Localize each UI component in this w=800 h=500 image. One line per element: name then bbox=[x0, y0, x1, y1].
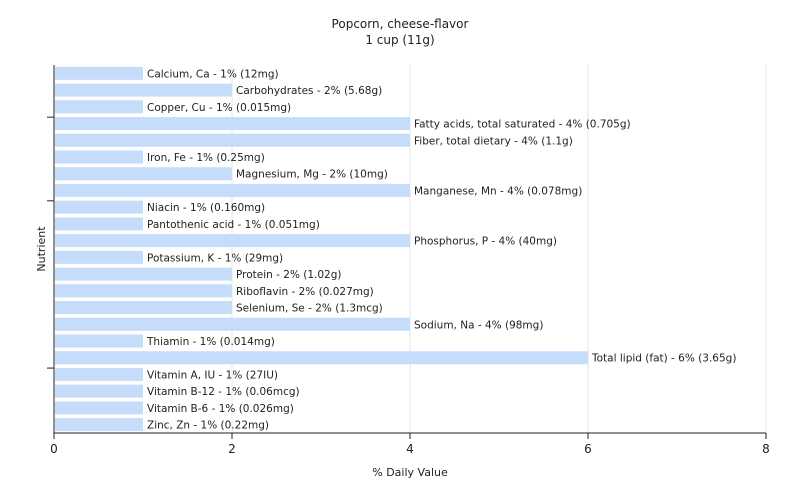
bar-label: Selenium, Se - 2% (1.3mcg) bbox=[236, 303, 383, 315]
x-tick-label: 6 bbox=[584, 442, 592, 456]
bar bbox=[55, 100, 143, 114]
bar-label: Zinc, Zn - 1% (0.22mg) bbox=[147, 420, 269, 432]
bar-label: Protein - 2% (1.02g) bbox=[236, 269, 342, 281]
bar bbox=[55, 267, 232, 281]
bar-label: Fatty acids, total saturated - 4% (0.705… bbox=[414, 119, 631, 131]
bar bbox=[55, 384, 143, 398]
bar bbox=[55, 133, 410, 147]
bar-label: Iron, Fe - 1% (0.25mg) bbox=[147, 152, 265, 164]
bar bbox=[55, 367, 143, 381]
bar bbox=[55, 250, 143, 264]
bar-label: Thiamin - 1% (0.014mg) bbox=[146, 336, 275, 348]
bar-label: Carbohydrates - 2% (5.68g) bbox=[236, 85, 382, 97]
bar-label: Potassium, K - 1% (29mg) bbox=[147, 252, 283, 264]
bar bbox=[55, 317, 410, 331]
bar-label: Vitamin B-12 - 1% (0.06mcg) bbox=[147, 386, 300, 398]
bar bbox=[55, 66, 143, 80]
bar bbox=[55, 167, 232, 181]
bar-label: Calcium, Ca - 1% (12mg) bbox=[147, 68, 279, 80]
bar bbox=[55, 301, 232, 315]
bar bbox=[55, 334, 143, 348]
bar bbox=[55, 200, 143, 214]
x-tick-label: 4 bbox=[406, 442, 414, 456]
bar-label: Riboflavin - 2% (0.027mg) bbox=[236, 286, 374, 298]
bar-label: Phosphorus, P - 4% (40mg) bbox=[414, 236, 557, 248]
x-axis-ticks: 0 2 4 6 8 bbox=[50, 433, 770, 456]
bar bbox=[55, 401, 143, 415]
bar bbox=[55, 351, 588, 365]
bar-label: Manganese, Mn - 4% (0.078mg) bbox=[414, 185, 582, 197]
bar bbox=[55, 418, 143, 432]
x-axis-title: % Daily Value bbox=[372, 466, 448, 479]
chart-title: Popcorn, cheese-flavor bbox=[332, 17, 469, 31]
x-tick-label: 0 bbox=[50, 442, 58, 456]
bar-label: Magnesium, Mg - 2% (10mg) bbox=[236, 169, 388, 181]
bar bbox=[55, 284, 232, 298]
bar-label: Vitamin A, IU - 1% (27IU) bbox=[147, 369, 278, 381]
x-tick-label: 8 bbox=[762, 442, 770, 456]
bar-label: Total lipid (fat) - 6% (3.65g) bbox=[591, 353, 736, 365]
chart-subtitle: 1 cup (11g) bbox=[365, 33, 434, 47]
bar bbox=[55, 183, 410, 197]
y-axis-title: Nutrient bbox=[35, 226, 48, 272]
bar bbox=[55, 83, 232, 97]
y-axis-ticks bbox=[47, 116, 54, 369]
bar-label: Sodium, Na - 4% (98mg) bbox=[414, 319, 543, 331]
bar-label: Vitamin B-6 - 1% (0.026mg) bbox=[147, 403, 294, 415]
bar-label: Niacin - 1% (0.160mg) bbox=[147, 202, 265, 214]
x-tick-label: 2 bbox=[228, 442, 236, 456]
bar bbox=[55, 234, 410, 248]
bar bbox=[55, 150, 143, 164]
bar-group: Calcium, Ca - 1% (12mg) Carbohydrates - 2… bbox=[55, 66, 736, 432]
bar bbox=[55, 117, 410, 131]
bar-label: Copper, Cu - 1% (0.015mg) bbox=[147, 102, 291, 114]
bar bbox=[55, 217, 143, 231]
bar-label: Pantothenic acid - 1% (0.051mg) bbox=[147, 219, 320, 231]
bar-label: Fiber, total dietary - 4% (1.1g) bbox=[414, 135, 573, 147]
